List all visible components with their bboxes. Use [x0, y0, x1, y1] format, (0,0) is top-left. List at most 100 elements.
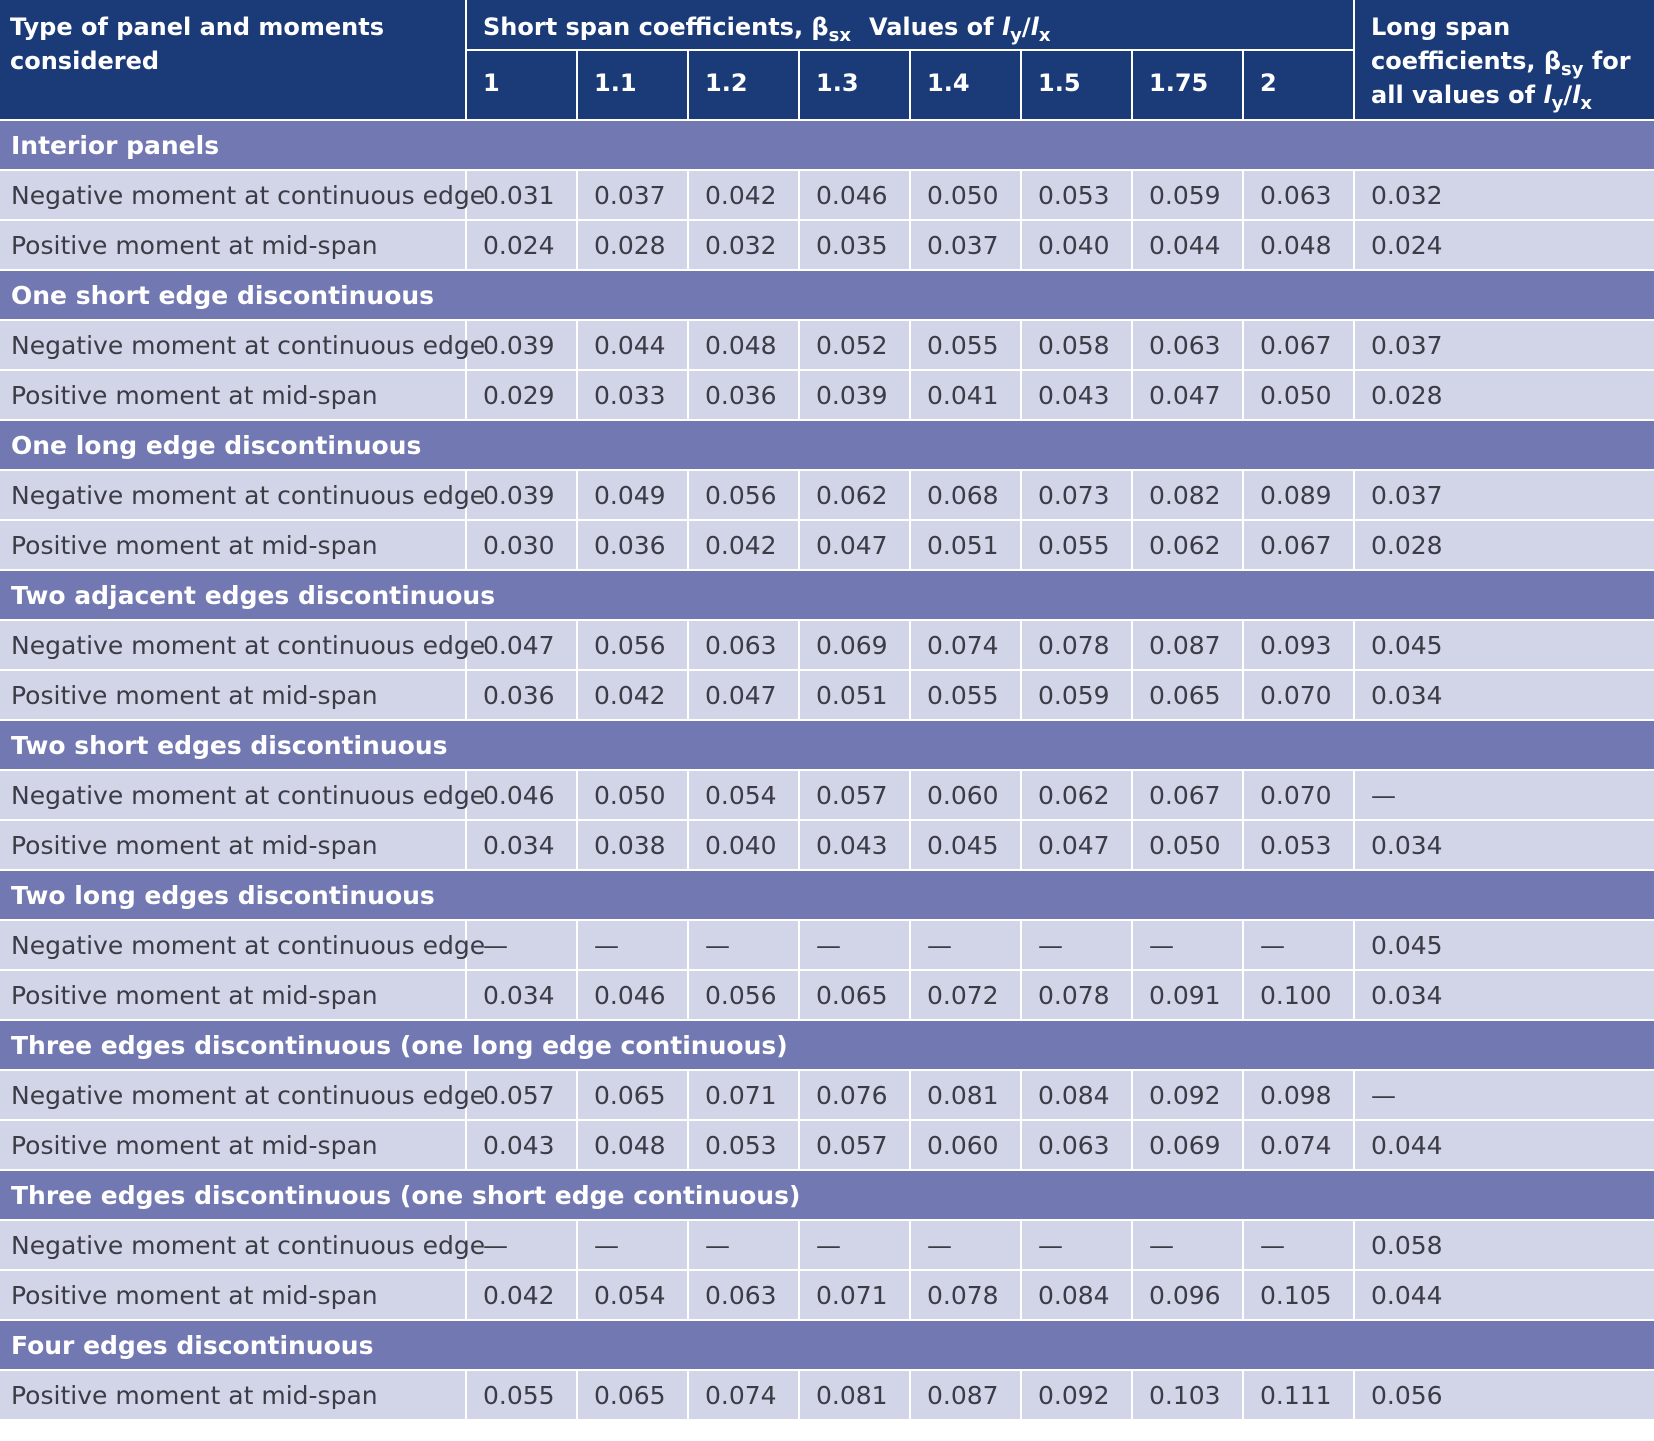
table-row: Positive moment at mid-span 0.034 0.046 0.0… [0, 970, 1654, 1021]
short-span-coefficient: 0.038 [577, 820, 689, 871]
short-span-coefficient: 0.074 [688, 1370, 800, 1421]
ratio-header: 1.75 [1132, 50, 1244, 120]
table-row: Negative moment at continuous edge 0.057 0… [0, 1070, 1654, 1121]
short-span-coefficient: 0.067 [1243, 320, 1356, 371]
short-span-coefficient: 0.037 [910, 220, 1022, 271]
short-span-coefficient: 0.044 [1132, 220, 1244, 271]
short-span-coefficient: 0.040 [1021, 220, 1133, 271]
group-title: Two short edges discontinuous [0, 719, 1654, 771]
short-span-coefficient: 0.043 [1021, 370, 1133, 421]
short-span-coefficient: 0.039 [466, 320, 578, 371]
short-span-coefficient: 0.096 [1132, 1270, 1244, 1321]
long-span-coefficient: 0.034 [1354, 670, 1654, 721]
short-span-coefficient: 0.078 [1021, 970, 1133, 1021]
long-span-coefficient: 0.037 [1354, 470, 1654, 521]
short-span-coefficient: 0.056 [688, 970, 800, 1021]
moment-label: Positive moment at mid-span [0, 370, 467, 421]
table-body: Interior panels Negative moment at contin… [0, 119, 1654, 1421]
short-span-coefficient: 0.092 [1132, 1070, 1244, 1121]
group-title: Three edges discontinuous (one short edg… [0, 1169, 1654, 1221]
short-span-coefficient: 0.030 [466, 520, 578, 571]
short-span-coefficient: 0.063 [688, 620, 800, 671]
short-span-coefficient: 0.050 [1132, 820, 1244, 871]
table-row: Negative moment at continuous edge 0.047 0… [0, 620, 1654, 671]
long-span-coefficient: 0.045 [1354, 920, 1654, 971]
short-span-coefficient: 0.044 [577, 320, 689, 371]
table-row: Negative moment at continuous edge 0.039 0… [0, 470, 1654, 521]
long-span-coefficient: 0.037 [1354, 320, 1654, 371]
short-span-coefficient: 0.047 [1132, 370, 1244, 421]
short-span-coefficient: 0.062 [1021, 770, 1133, 821]
short-span-coefficient: 0.062 [1132, 520, 1244, 571]
long-span-line2: coefficients, β [1371, 47, 1561, 75]
short-span-coefficient: — [910, 920, 1022, 971]
short-span-coefficient: — [577, 1220, 689, 1271]
table-row: Positive moment at mid-span 0.043 0.048 0.0… [0, 1120, 1654, 1171]
short-span-prefix: Short span coefficients, β [483, 13, 829, 41]
short-span-coefficient: 0.034 [466, 820, 578, 871]
short-span-coefficient: 0.081 [799, 1370, 911, 1421]
short-span-coefficient: 0.063 [1243, 170, 1356, 221]
short-span-coefficient: 0.098 [1243, 1070, 1356, 1121]
short-span-coefficient: 0.065 [577, 1070, 689, 1121]
short-span-coefficient: 0.056 [688, 470, 800, 521]
short-span-coefficient: 0.063 [688, 1270, 800, 1321]
group-title: Two long edges discontinuous [0, 869, 1654, 921]
short-span-coefficient: 0.060 [910, 1120, 1022, 1171]
short-span-coefficient: — [910, 1220, 1022, 1271]
short-span-coefficient: 0.065 [799, 970, 911, 1021]
short-span-coefficient: 0.111 [1243, 1370, 1356, 1421]
group-row: One long edge discontinuous [0, 419, 1654, 471]
long-ratio-slash: / [1563, 81, 1573, 109]
short-span-coefficient: 0.050 [910, 170, 1022, 221]
values-of-label: Values of [868, 13, 994, 41]
group-title: Interior panels [0, 119, 1654, 171]
short-span-coefficient: 0.071 [799, 1270, 911, 1321]
group-row: Two adjacent edges discontinuous [0, 569, 1654, 621]
short-span-coefficient: 0.065 [577, 1370, 689, 1421]
short-span-coefficient: 0.048 [577, 1120, 689, 1171]
short-span-coefficient: 0.057 [799, 1120, 911, 1171]
moment-label: Positive moment at mid-span [0, 1120, 467, 1171]
table-row: Positive moment at mid-span 0.034 0.038 0.0… [0, 820, 1654, 871]
short-span-coefficient: 0.068 [910, 470, 1022, 521]
short-span-coefficient: 0.074 [1243, 1120, 1356, 1171]
short-span-coefficient: 0.084 [1021, 1070, 1133, 1121]
short-span-coefficient: 0.057 [799, 770, 911, 821]
table-row: Negative moment at continuous edge 0.046 0… [0, 770, 1654, 821]
short-span-coefficient: 0.055 [910, 670, 1022, 721]
long-span-coefficient: — [1354, 770, 1654, 821]
long-span-coefficient: 0.045 [1354, 620, 1654, 671]
ratio-header: 1.3 [799, 50, 911, 120]
short-span-coefficient: 0.067 [1132, 770, 1244, 821]
table-row: Positive moment at mid-span 0.055 0.065 0.0… [0, 1370, 1654, 1421]
group-row: Three edges discontinuous (one long edge… [0, 1019, 1654, 1071]
long-span-coefficient: 0.028 [1354, 520, 1654, 571]
short-span-coefficient: 0.049 [577, 470, 689, 521]
short-span-coefficient: 0.089 [1243, 470, 1356, 521]
moment-label: Negative moment at continuous edge [0, 320, 485, 371]
moment-label: Positive moment at mid-span [0, 670, 467, 721]
short-span-coefficient: 0.050 [1243, 370, 1356, 421]
short-span-coefficient: 0.092 [1021, 1370, 1133, 1421]
short-span-coefficient: 0.105 [1243, 1270, 1356, 1321]
short-span-coefficient: 0.053 [1021, 170, 1133, 221]
moment-label: Positive moment at mid-span [0, 1270, 467, 1321]
short-span-coefficient: 0.032 [688, 220, 800, 271]
short-span-coefficient: 0.048 [688, 320, 800, 371]
short-span-coefficient: 0.078 [1021, 620, 1133, 671]
table-row: Positive moment at mid-span 0.024 0.028 0.0… [0, 220, 1654, 271]
short-span-coefficient: 0.050 [577, 770, 689, 821]
long-lx-symbol: l [1572, 81, 1581, 109]
long-span-coefficient: 0.024 [1354, 220, 1654, 271]
ratio-header: 1.5 [1021, 50, 1133, 120]
short-span-coefficient: 0.047 [688, 670, 800, 721]
long-span-coefficient: 0.028 [1354, 370, 1654, 421]
long-lx-subscript: x [1580, 92, 1592, 114]
ratio-header: 2 [1243, 50, 1356, 120]
short-span-coefficient: 0.087 [910, 1370, 1022, 1421]
short-span-coefficient: — [688, 920, 800, 971]
short-span-coefficient: 0.037 [577, 170, 689, 221]
short-span-coefficient: 0.036 [577, 520, 689, 571]
ratio-header: 1.1 [577, 50, 689, 120]
